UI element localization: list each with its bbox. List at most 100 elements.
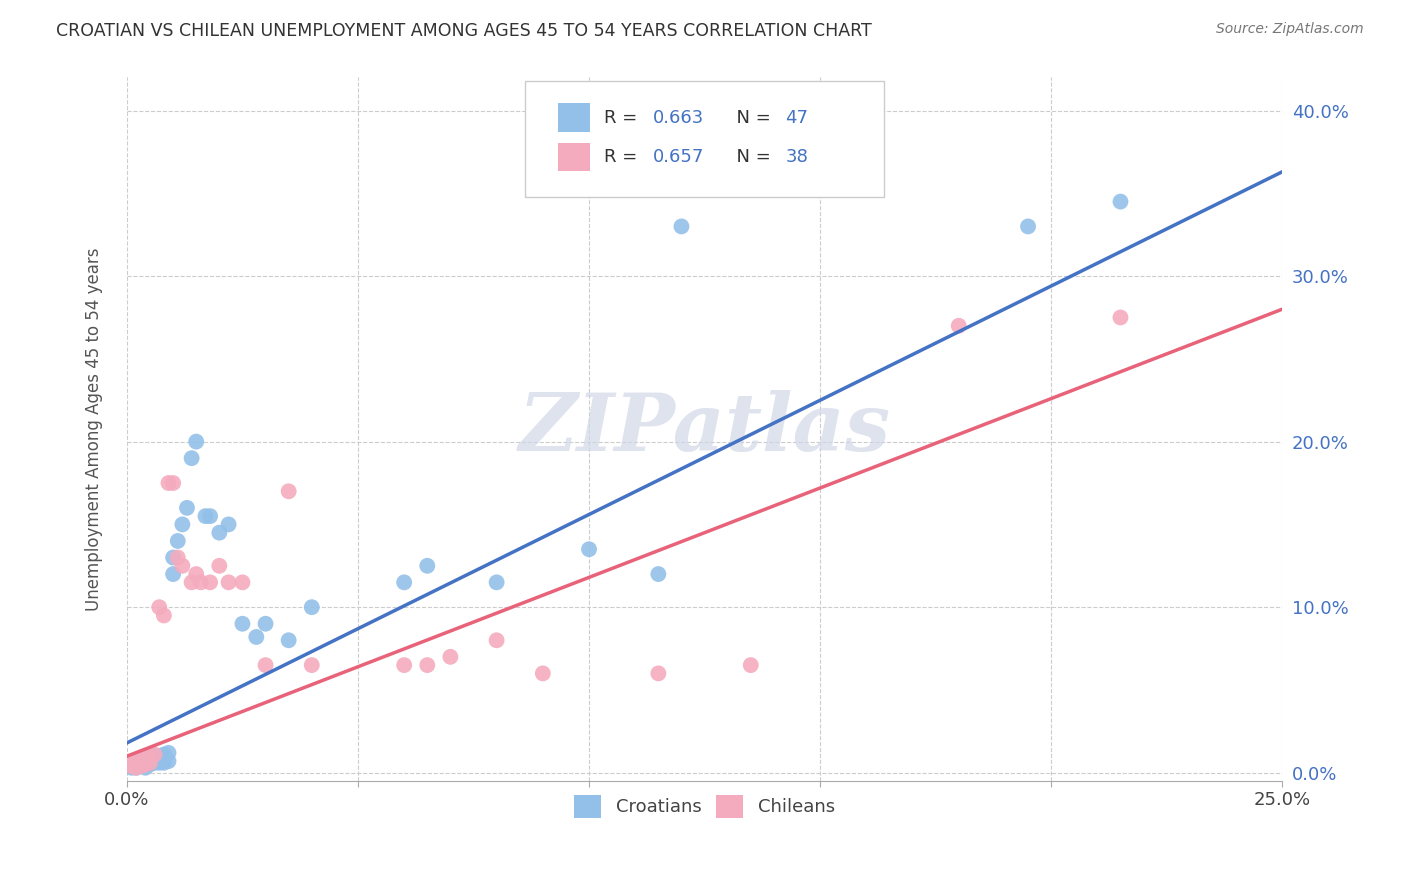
Point [245,630,267,644]
Point [531,666,554,681]
Point [180,451,202,466]
Text: R =: R = [605,109,643,127]
Point [166,533,188,548]
Point [231,575,253,590]
Point [139,757,162,772]
Point [740,658,762,673]
Point [1017,219,1039,234]
Point [218,575,240,590]
Point [166,550,188,565]
Text: 0.657: 0.657 [652,148,704,166]
FancyBboxPatch shape [558,103,591,132]
Point [172,558,194,573]
Point [129,759,152,773]
Point [143,756,166,770]
Text: R =: R = [605,148,643,166]
Point [190,575,212,590]
Text: ZIPatlas: ZIPatlas [519,391,890,468]
Point [143,747,166,762]
Point [134,752,156,766]
Point [121,761,143,775]
Point [148,756,170,770]
Point [139,749,162,764]
Point [162,567,184,582]
Point [153,747,176,762]
Point [277,484,299,499]
Point [186,434,208,449]
Point [392,658,415,673]
Point [416,658,439,673]
Point [121,757,143,772]
Point [143,749,166,764]
Point [162,476,184,491]
Point [125,757,148,772]
Point [647,567,669,582]
Point [176,500,198,515]
Text: 47: 47 [786,109,808,127]
Point [218,517,240,532]
Point [134,756,156,770]
Point [172,517,194,532]
Point [134,761,156,775]
Point [125,761,148,775]
Point [157,746,180,760]
Point [194,509,217,524]
Text: 0.663: 0.663 [652,109,704,127]
Point [139,751,162,765]
Text: CROATIAN VS CHILEAN UNEMPLOYMENT AMONG AGES 45 TO 54 YEARS CORRELATION CHART: CROATIAN VS CHILEAN UNEMPLOYMENT AMONG A… [56,22,872,40]
Point [439,649,461,664]
Point [392,575,415,590]
Point [301,658,323,673]
Point [139,754,162,768]
Point [125,756,148,770]
Point [148,749,170,764]
Point [125,761,148,775]
Text: Source: ZipAtlas.com: Source: ZipAtlas.com [1216,22,1364,37]
Point [301,600,323,615]
Point [129,752,152,766]
Point [1109,310,1132,325]
Text: N =: N = [725,109,778,127]
Point [162,550,184,565]
Point [198,575,221,590]
Point [134,757,156,772]
Point [485,633,508,648]
Point [121,759,143,773]
Point [129,757,152,772]
Point [129,759,152,773]
Point [578,542,600,557]
Point [139,756,162,770]
Point [157,754,180,768]
Point [157,476,180,491]
Point [208,558,231,573]
Y-axis label: Unemployment Among Ages 45 to 54 years: Unemployment Among Ages 45 to 54 years [86,247,103,611]
Point [416,558,439,573]
Point [125,754,148,768]
Point [125,757,148,772]
Point [121,757,143,772]
Legend: Croatians, Chileans: Croatians, Chileans [567,789,842,825]
Point [148,600,170,615]
Point [134,751,156,765]
Point [1109,194,1132,209]
Point [948,318,970,333]
Point [231,616,253,631]
FancyBboxPatch shape [558,143,591,171]
Point [208,525,231,540]
Point [647,666,669,681]
Point [198,509,221,524]
Point [671,219,693,234]
Point [153,756,176,770]
Point [129,754,152,768]
Point [186,567,208,582]
Point [277,633,299,648]
Text: 38: 38 [786,148,808,166]
Point [121,759,143,773]
Point [485,575,508,590]
Text: N =: N = [725,148,778,166]
Point [254,658,277,673]
FancyBboxPatch shape [526,81,883,197]
Point [121,756,143,770]
Point [254,616,277,631]
Point [180,575,202,590]
